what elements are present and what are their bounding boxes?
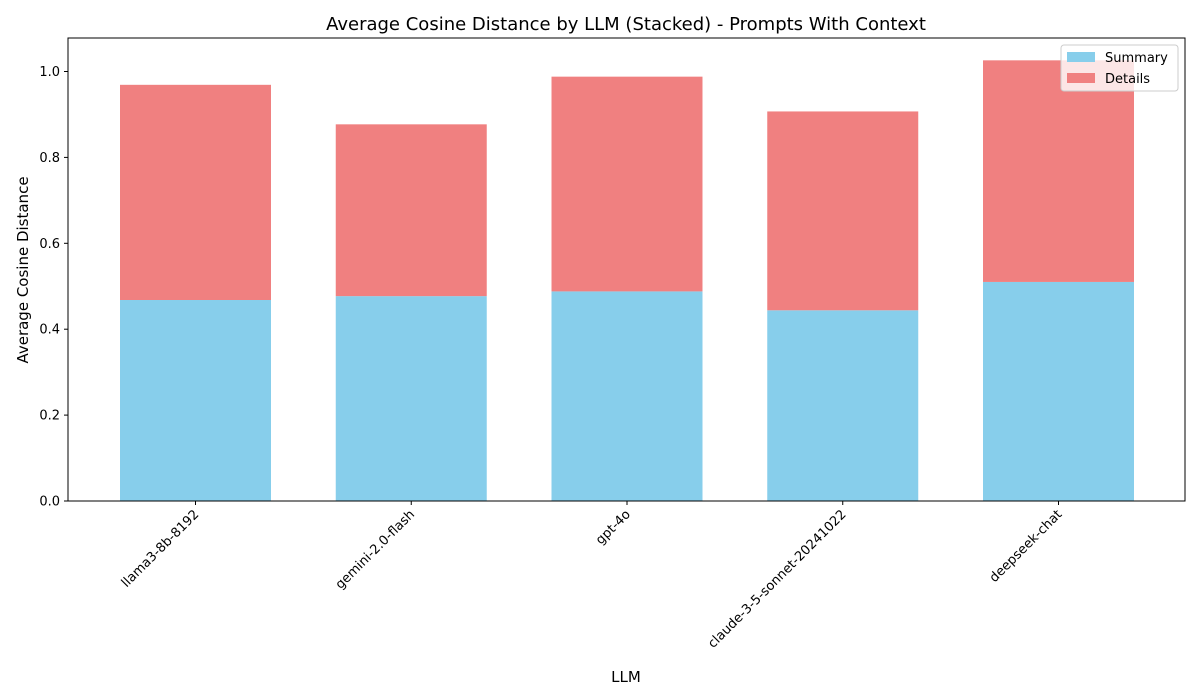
y-tick-label: 0.6 — [39, 237, 60, 252]
x-tick-label: claude-3-5-sonnet-20241022 — [705, 507, 849, 651]
legend-swatch-details — [1067, 73, 1095, 83]
bar-details-2 — [551, 76, 703, 292]
bar-summary-2 — [551, 291, 703, 501]
y-tick-label: 0.4 — [39, 323, 60, 338]
bar-details-3 — [767, 111, 919, 311]
bar-summary-0 — [120, 299, 271, 501]
x-axis-label: LLM — [611, 668, 641, 686]
legend-label-summary: Summary — [1105, 51, 1168, 66]
y-tick-label: 0.2 — [39, 409, 60, 424]
x-tick-label: llama3-8b-8192 — [119, 507, 203, 591]
bars-group — [120, 60, 1134, 501]
bar-details-4 — [983, 60, 1134, 282]
y-ticks-group: 0.0 0.2 0.4 0.6 0.8 1.0 — [39, 65, 68, 510]
x-tick-label: gpt-4o — [593, 507, 634, 548]
bar-summary-1 — [335, 296, 487, 501]
chart-title: Average Cosine Distance by LLM (Stacked)… — [326, 14, 926, 35]
legend-swatch-summary — [1067, 52, 1095, 62]
legend-label-details: Details — [1105, 72, 1150, 87]
bar-summary-4 — [983, 281, 1134, 501]
x-tick-label: gemini-2.0-flash — [333, 507, 418, 592]
y-tick-label: 0.0 — [39, 495, 60, 510]
bar-details-0 — [120, 84, 271, 300]
y-tick-label: 0.8 — [39, 151, 60, 166]
bar-details-1 — [335, 124, 487, 297]
legend: Summary Details — [1060, 44, 1179, 92]
x-ticks-group: llama3-8b-8192 gemini-2.0-flash gpt-4o clau… — [119, 501, 1065, 651]
x-tick-label: deepseek-chat — [987, 507, 1065, 585]
y-axis-label: Average Cosine Distance — [14, 176, 32, 363]
bar-summary-3 — [767, 310, 919, 501]
y-tick-label: 1.0 — [39, 65, 60, 80]
